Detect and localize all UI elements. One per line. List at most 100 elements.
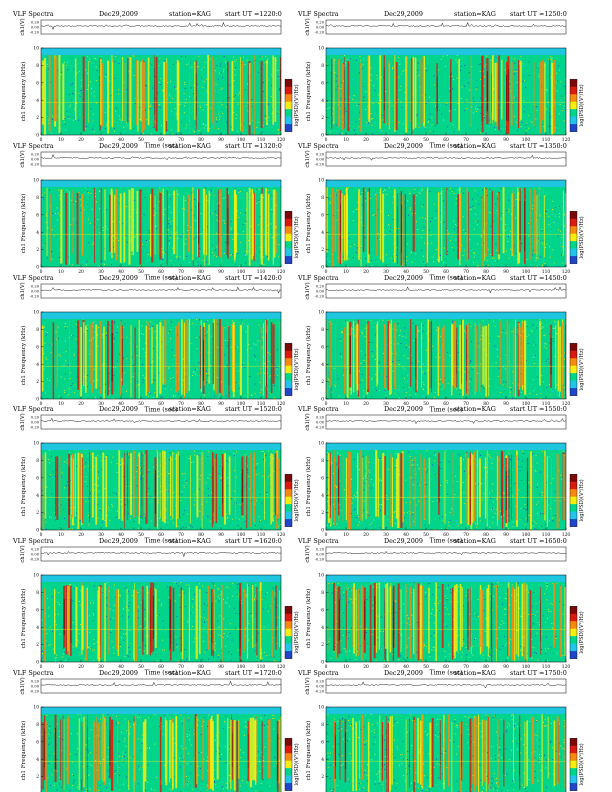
- colorbar-segment: [285, 109, 292, 117]
- spectrogram-speckle: [457, 103, 459, 104]
- spectrogram-speckle: [271, 77, 273, 79]
- spectrogram-speckle: [514, 196, 516, 198]
- spectrogram-speckle: [145, 85, 146, 86]
- spectrogram-speckle: [489, 350, 491, 352]
- sferic-streak: [437, 327, 440, 396]
- spectrogram-speckle: [257, 71, 259, 73]
- spectrogram-speckle: [200, 129, 202, 131]
- spectrogram-speckle: [204, 398, 206, 399]
- sferic-streak: [213, 190, 215, 260]
- spectrogram-speckle: [514, 62, 516, 64]
- spectrogram-speckle: [340, 353, 341, 354]
- spectrogram-speckle: [424, 396, 426, 398]
- spectrogram-speckle: [68, 337, 70, 339]
- spectrogram-speckle: [46, 63, 48, 65]
- spectrogram-speckle: [91, 93, 92, 95]
- spectrogram-speckle: [512, 363, 513, 365]
- spectrogram-speckle: [214, 117, 216, 118]
- spectrogram-speckle: [556, 333, 558, 334]
- spectrogram-speckle: [245, 108, 247, 110]
- spectrogram-speckle: [505, 381, 507, 383]
- spectrogram-speckle: [127, 56, 129, 58]
- spectrogram-speckle: [460, 70, 461, 71]
- spectrogram-speckle: [86, 260, 88, 262]
- spectrogram-speckle: [412, 188, 413, 190]
- spectrogram-speckle: [154, 389, 156, 391]
- spectrogram-speckle: [490, 226, 492, 227]
- spectrogram-speckle: [386, 344, 388, 346]
- spectrogram-speckle: [520, 55, 522, 57]
- spectrogram-speckle: [170, 388, 172, 390]
- spectrogram-speckle: [226, 106, 228, 108]
- spectrogram-speckle: [244, 212, 246, 214]
- spectrogram-speckle: [47, 378, 49, 380]
- spectrogram-speckle: [207, 331, 208, 333]
- spectrogram-speckle: [432, 345, 434, 347]
- spectrogram-speckle: [52, 213, 54, 214]
- spectrogram-speckle: [255, 128, 257, 130]
- spectrogram-speckle: [251, 99, 253, 101]
- spectrogram-speckle: [59, 369, 60, 370]
- x-tick-label: 30: [383, 270, 389, 275]
- panel-title: VLF Spectra: [297, 142, 339, 150]
- spectrogram-speckle: [523, 79, 525, 80]
- spectrogram-speckle: [114, 327, 116, 329]
- y-tick-label: 2: [321, 248, 324, 253]
- spectrogram-speckle: [446, 230, 448, 231]
- spectrogram-speckle: [229, 389, 231, 391]
- spectrogram-speckle: [170, 321, 172, 323]
- colorbar-segment: [570, 109, 577, 117]
- spectrogram-speckle: [119, 118, 121, 120]
- spectrogram-speckle: [423, 363, 425, 365]
- spectrogram-speckle: [360, 363, 362, 364]
- spectrogram-speckle: [184, 241, 186, 243]
- spectrogram-speckle: [475, 125, 476, 127]
- spectrogram-speckle: [535, 259, 537, 261]
- spectrogram-speckle: [392, 188, 394, 190]
- y-tick-label: 2: [36, 116, 39, 121]
- spectrogram-speckle: [172, 60, 174, 62]
- y-tick-label: 6: [321, 213, 324, 218]
- spectrogram-speckle: [359, 217, 361, 219]
- spectrogram-speckle: [537, 97, 539, 99]
- spectrogram-speckle: [168, 69, 170, 71]
- spectrogram-speckle: [521, 235, 523, 236]
- spectrogram-speckle: [432, 200, 434, 201]
- spectrogram-speckle: [50, 352, 52, 353]
- spectrogram-speckle: [112, 240, 114, 242]
- colorbar-segment: [570, 94, 577, 102]
- spectrogram-speckle: [348, 220, 349, 221]
- sferic-streak: [543, 190, 544, 264]
- sferic-streak: [518, 60, 519, 129]
- spectrogram-speckle: [262, 124, 264, 126]
- spectrogram-speckle: [543, 346, 545, 348]
- spectrogram-speckle: [82, 90, 83, 92]
- spectrogram-speckle: [480, 112, 482, 114]
- spectrogram-speckle: [90, 81, 91, 83]
- spectrogram-speckle: [503, 381, 505, 383]
- spectrogram-speckle: [50, 82, 52, 83]
- spectrogram-speckle: [105, 225, 107, 227]
- spectrogram-speckle: [514, 319, 516, 321]
- spectrogram-speckle: [404, 336, 406, 338]
- sferic-streak: [165, 62, 167, 132]
- spectrogram-speckle: [243, 215, 245, 217]
- spectrogram-speckle: [175, 61, 177, 63]
- spectrogram-speckle: [216, 323, 218, 325]
- spectrogram-speckle: [145, 396, 147, 398]
- spectrogram-speckle: [72, 383, 74, 384]
- spectrogram-speckle: [246, 382, 248, 384]
- waveform-ylabel: ch1(V): [304, 150, 311, 167]
- spectrogram-speckle: [219, 116, 221, 118]
- sferic-streak: [565, 193, 566, 265]
- spectrogram-speckle: [475, 213, 477, 215]
- spectrogram-speckle: [127, 122, 129, 124]
- spectrogram-speckle: [90, 349, 92, 351]
- spectrogram-speckle: [389, 187, 390, 189]
- spectrogram-speckle: [125, 90, 127, 91]
- spectrogram-speckle: [225, 105, 226, 107]
- spectrogram-speckle: [262, 256, 264, 258]
- spectrogram-speckle: [327, 258, 329, 260]
- spectrogram-speckle: [545, 211, 547, 212]
- spectrogram-speckle: [56, 213, 57, 215]
